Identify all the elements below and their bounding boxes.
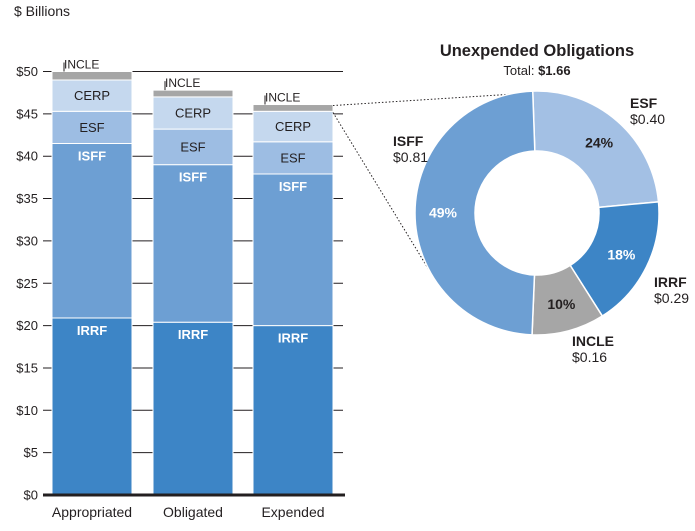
donut-value-label: $0.29 <box>654 290 689 306</box>
bar-segment-label: INCLE <box>265 91 300 105</box>
bar-segment-label: IRRF <box>77 323 107 338</box>
bar-segment-irrf <box>152 321 234 496</box>
bar-segment-label: ESF <box>79 120 104 135</box>
donut-value-label: $0.40 <box>630 111 665 127</box>
bar-segment-incle <box>252 104 334 112</box>
x-tick-label: Expended <box>261 504 324 520</box>
donut-slice-esf <box>531 90 660 209</box>
donut-slice-isff <box>414 90 536 336</box>
bar-segment-incle <box>152 89 234 98</box>
y-axis-unit-label: $ Billions <box>14 3 71 19</box>
y-tick-label: $45 <box>16 106 38 121</box>
bar-segment-isff <box>51 142 133 319</box>
bar-segment-label: INCLE <box>64 58 99 72</box>
bar-segment-label: ESF <box>180 139 205 154</box>
bar-segment-label: CERP <box>175 106 211 121</box>
bar-segment-esf <box>51 110 133 144</box>
y-tick-label: $20 <box>16 318 38 333</box>
bar-segment-irrf <box>252 325 334 496</box>
bar-segment-esf <box>252 141 334 175</box>
donut-percent-label: 49% <box>429 205 458 221</box>
donut-percent-label: 10% <box>547 296 576 312</box>
y-tick-label: $0 <box>24 488 38 503</box>
y-tick-label: $30 <box>16 233 38 248</box>
bar-segment-incle <box>51 71 133 81</box>
bar-segment-irrf <box>51 317 133 496</box>
y-tick-label: $15 <box>16 360 38 375</box>
donut-category-label: ESF <box>630 95 658 111</box>
bar-segment-isff <box>252 173 334 327</box>
x-tick-label: Obligated <box>163 504 223 520</box>
bar-segment-esf <box>152 128 234 166</box>
x-tick-label: Appropriated <box>52 504 132 520</box>
bar-segment-isff <box>152 164 234 323</box>
bar-segment-label: ISFF <box>78 148 106 163</box>
donut-value-label: $0.81 <box>393 149 428 165</box>
bar-segment-label: INCLE <box>165 76 200 90</box>
bar-segment-cerp <box>152 96 234 130</box>
donut-percent-label: 18% <box>607 246 636 262</box>
y-tick-label: $5 <box>24 445 38 460</box>
bar-segment-label: ISFF <box>279 179 307 194</box>
bar-segment-label: CERP <box>74 88 110 103</box>
bar-segment-label: ISFF <box>179 170 207 185</box>
donut-subtitle-prefix: Total: <box>503 63 538 78</box>
donut-percent-label: 24% <box>585 134 614 150</box>
y-tick-label: $50 <box>16 64 38 79</box>
donut-value-label: $0.16 <box>572 349 607 365</box>
connector-line <box>332 92 531 107</box>
donut-category-label: ISFF <box>393 133 424 149</box>
y-tick-label: $40 <box>16 149 38 164</box>
bar-segment-label: ESF <box>280 150 305 165</box>
donut-subtitle-total: $1.66 <box>538 63 571 78</box>
donut-title: Unexpended Obligations <box>440 42 634 60</box>
bar-segment-cerp <box>252 110 334 143</box>
bar-segment-cerp <box>51 79 133 112</box>
y-tick-label: $35 <box>16 191 38 206</box>
y-tick-label: $25 <box>16 276 38 291</box>
bar-segment-label: IRRF <box>178 327 208 342</box>
y-tick-label: $10 <box>16 403 38 418</box>
donut-subtitle: Total: $1.66 <box>503 63 570 78</box>
bar-segment-label: CERP <box>275 119 311 134</box>
donut-category-label: INCLE <box>572 333 614 349</box>
bar-segment-label: IRRF <box>278 331 308 346</box>
donut-category-label: IRRF <box>654 274 687 290</box>
